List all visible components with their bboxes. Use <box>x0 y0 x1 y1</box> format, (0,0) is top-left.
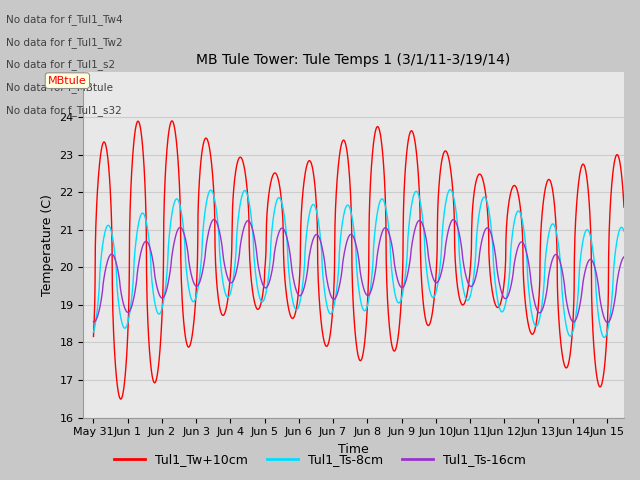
Legend: Tul1_Tw+10cm, Tul1_Ts-8cm, Tul1_Ts-16cm: Tul1_Tw+10cm, Tul1_Ts-8cm, Tul1_Ts-16cm <box>109 448 531 471</box>
Text: No data for f_MBtule: No data for f_MBtule <box>6 82 113 93</box>
Text: No data for f_Tul1_Tw2: No data for f_Tul1_Tw2 <box>6 37 123 48</box>
Y-axis label: Temperature (C): Temperature (C) <box>41 194 54 296</box>
Text: No data for f_Tul1_s2: No data for f_Tul1_s2 <box>6 60 116 71</box>
Title: MB Tule Tower: Tule Temps 1 (3/1/11-3/19/14): MB Tule Tower: Tule Temps 1 (3/1/11-3/19… <box>196 53 511 67</box>
Text: No data for f_Tul1_s32: No data for f_Tul1_s32 <box>6 105 122 116</box>
Text: No data for f_Tul1_Tw4: No data for f_Tul1_Tw4 <box>6 14 123 25</box>
Text: MBtule: MBtule <box>48 76 87 85</box>
X-axis label: Time: Time <box>338 443 369 456</box>
